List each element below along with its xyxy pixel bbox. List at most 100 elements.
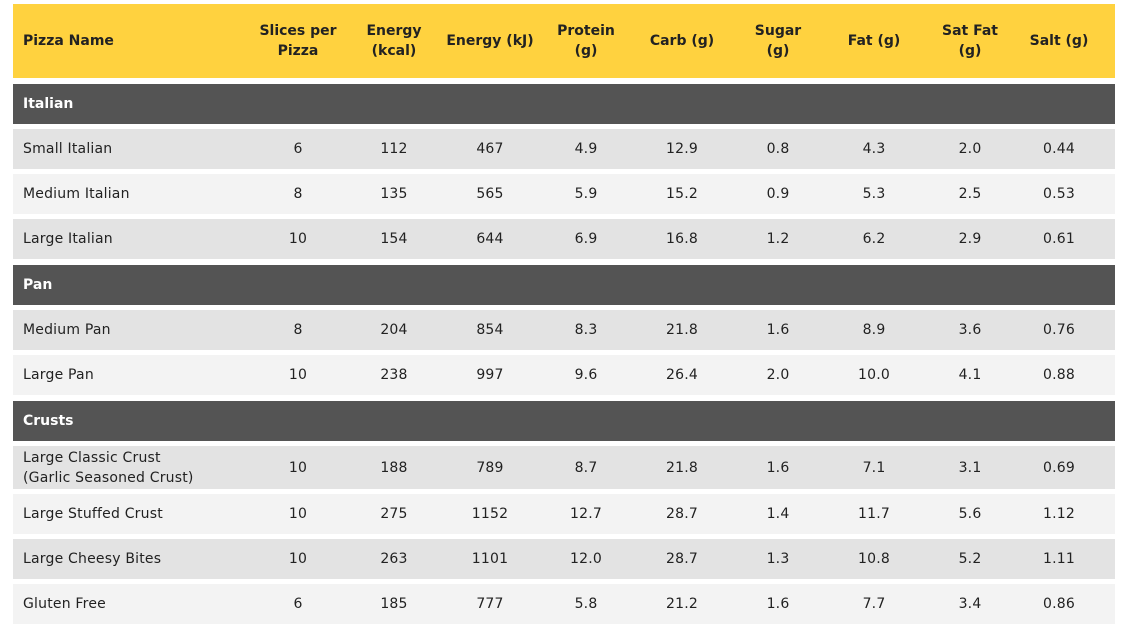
value-cell: 1.3 — [766, 551, 790, 567]
value-cell: 10 — [288, 367, 308, 383]
value-cell: 0.76 — [1043, 322, 1075, 338]
value-cell: 10 — [288, 551, 308, 567]
column-header-text: (kcal) — [371, 43, 417, 59]
column-header-label: Pizza Name — [23, 31, 114, 51]
value-cell: 997 — [476, 367, 504, 383]
value-cell: 238 — [380, 367, 408, 383]
value-cell: 1.6 — [766, 322, 790, 338]
value-cell: 2.0 — [766, 367, 790, 383]
table-row: Small Italian 6 112 467 4.9 12.9 0.8 4.3 2.0 0.44 — [13, 129, 1115, 169]
value-cell: 8.3 — [574, 322, 598, 338]
column-header-label: Protein (g) — [553, 21, 619, 61]
value-cell: 1101 — [471, 551, 509, 567]
column-header: Sat Fat (g) — [937, 21, 1003, 61]
value-cell: 6.9 — [574, 231, 598, 247]
value-cell: 789 — [476, 459, 504, 476]
pizza-name-cell: Large Stuffed Crust — [23, 506, 163, 522]
value-cell: 1.12 — [1043, 506, 1075, 522]
column-header-label: Sat Fat (g) — [937, 21, 1003, 61]
value-cell: 0.8 — [766, 141, 790, 157]
column-header: Protein (g) — [553, 21, 619, 61]
pizza-name-cell: Large Classic Crust (Garlic Seasoned Cru… — [23, 449, 194, 486]
column-header-text: Carb (g) — [649, 33, 715, 49]
column-header-label: Sugar (g) — [745, 21, 811, 61]
column-header-text: Pizza Name — [23, 33, 114, 49]
value-cell: 10 — [288, 459, 308, 476]
value-cell: 644 — [476, 231, 504, 247]
column-header: Pizza Name — [13, 31, 235, 51]
value-cell: 3.1 — [958, 459, 982, 476]
value-cell: 565 — [476, 186, 504, 202]
value-cell: 1.11 — [1043, 551, 1075, 567]
value-cell: 15.2 — [666, 186, 698, 202]
value-cell: 11.7 — [858, 506, 890, 522]
value-cell: 8 — [293, 322, 303, 338]
table-row: Medium Pan 8 204 854 8.3 21.8 1.6 8.9 3.6 0.76 — [13, 310, 1115, 350]
table-row: Large Stuffed Crust 10 275 1152 12.7 28.7 1.4 1… — [13, 494, 1115, 534]
value-cell: 6 — [293, 141, 303, 157]
column-header-text: Fat (g) — [847, 33, 901, 49]
value-cell: 2.9 — [958, 231, 982, 247]
value-cell: 0.61 — [1043, 231, 1075, 247]
value-cell: 9.6 — [574, 367, 598, 383]
pizza-name-cell: Medium Pan — [23, 322, 111, 338]
value-cell: 263 — [380, 551, 408, 567]
value-cell: 188 — [380, 459, 408, 476]
table-row: Large Pan 10 238 997 9.6 26.4 2.0 10.0 4.1 0.88 — [13, 355, 1115, 395]
table-body: Italian Small Italian 6 112 467 4.9 12.9 0.8 4.3… — [13, 84, 1115, 624]
column-header: Carb (g) — [619, 31, 745, 51]
value-cell: 1152 — [471, 506, 509, 522]
value-cell: 10 — [288, 506, 308, 522]
value-cell: 6 — [293, 596, 303, 612]
value-cell: 3.4 — [958, 596, 982, 612]
table-row: Gluten Free 6 185 777 5.8 21.2 1.6 7.7 3.4 0.86 — [13, 584, 1115, 624]
column-header-text: Sat Fat (g) — [942, 23, 998, 59]
value-cell: 185 — [380, 596, 408, 612]
value-cell: 4.1 — [958, 367, 982, 383]
value-cell: 467 — [476, 141, 504, 157]
value-cell: 16.8 — [666, 231, 698, 247]
value-cell: 4.3 — [862, 141, 886, 157]
value-cell: 275 — [380, 506, 408, 522]
value-cell: 777 — [476, 596, 504, 612]
value-cell: 4.9 — [574, 141, 598, 157]
value-cell: 21.2 — [666, 596, 698, 612]
value-cell: 5.8 — [574, 596, 598, 612]
value-cell: 6.2 — [862, 231, 886, 247]
section-header: Crusts — [13, 401, 1115, 441]
value-cell: 0.44 — [1043, 141, 1075, 157]
value-cell: 21.8 — [666, 459, 698, 476]
value-cell: 204 — [380, 322, 408, 338]
section-title: Crusts — [23, 413, 74, 429]
pizza-name-cell: Large Pan — [23, 367, 94, 383]
value-cell: 10.8 — [858, 551, 890, 567]
value-cell: 0.53 — [1043, 186, 1075, 202]
value-cell: 1.2 — [766, 231, 790, 247]
column-header-label: Fat (g) — [848, 31, 901, 51]
value-cell: 26.4 — [666, 367, 698, 383]
pizza-name-cell: Large Italian — [23, 231, 113, 247]
value-cell: 1.6 — [766, 596, 790, 612]
value-cell: 0.69 — [1043, 459, 1075, 476]
value-cell: 3.6 — [958, 322, 982, 338]
value-cell: 1.6 — [766, 459, 790, 476]
table-row: Large Italian 10 154 644 6.9 16.8 1.2 6.2 2.9 0.6… — [13, 219, 1115, 259]
column-header: Energy (kJ) — [427, 31, 553, 51]
pizza-name-cell: Large Cheesy Bites — [23, 551, 162, 567]
value-cell: 7.1 — [862, 459, 886, 476]
section-header: Italian — [13, 84, 1115, 124]
table-header-row: Pizza Name Slices per Pizza Energy (kcal) Ene… — [13, 4, 1115, 78]
table-row: Large Cheesy Bites 10 263 1101 12.0 28.7 1.3 10… — [13, 539, 1115, 579]
column-header-text: Pizza — [277, 43, 319, 59]
column-header: Sugar (g) — [745, 21, 811, 61]
value-cell: 5.6 — [958, 506, 982, 522]
value-cell: 28.7 — [666, 506, 698, 522]
section-title: Italian — [23, 96, 74, 112]
column-header-text: Protein (g) — [557, 23, 615, 59]
column-header-text: Energy — [366, 23, 422, 39]
value-cell: 5.2 — [958, 551, 982, 567]
value-cell: 854 — [476, 322, 504, 338]
value-cell: 1.4 — [766, 506, 790, 522]
column-header-label: Slices per Pizza — [259, 21, 336, 61]
value-cell: 0.9 — [766, 186, 790, 202]
